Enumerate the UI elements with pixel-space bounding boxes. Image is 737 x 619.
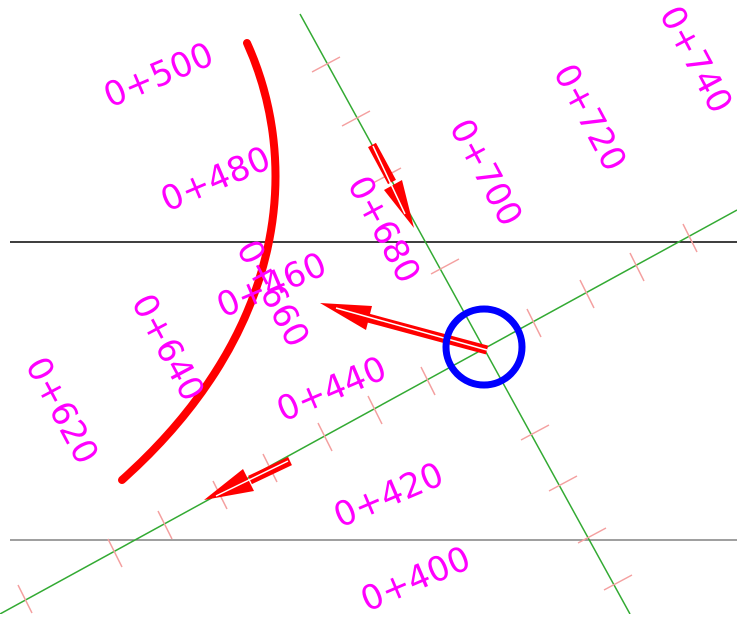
station-label: 0+480 [155, 139, 277, 221]
station-tick [420, 366, 436, 396]
station-tick [341, 110, 371, 127]
station-label: 0+440 [271, 349, 393, 431]
station-tick [579, 279, 595, 309]
station-tick [520, 424, 550, 441]
arrow-left-from-intersection [320, 303, 489, 355]
station-tick [157, 510, 173, 540]
arrow-down-alignment-b [368, 142, 414, 228]
station-label: 0+680 [339, 169, 428, 289]
station-label: 0+700 [441, 112, 530, 232]
alignment-a-ticks [17, 223, 698, 614]
station-tick [17, 584, 33, 614]
station-label: 0+640 [123, 287, 212, 407]
station-tick [603, 574, 633, 591]
alignment-a-centerline [0, 209, 737, 615]
station-label: 0+740 [651, 0, 737, 120]
station-tick [311, 56, 341, 73]
station-tick [317, 422, 333, 452]
arrow-down-alignment-a [204, 456, 292, 500]
station-tick [629, 252, 645, 282]
station-tick [367, 395, 383, 425]
station-label: 0+620 [17, 350, 106, 470]
station-label: 0+500 [98, 35, 220, 117]
intersection-marker [442, 305, 526, 389]
station-tick [526, 308, 542, 338]
direction-arrows [204, 142, 489, 500]
station-tick [682, 223, 698, 253]
station-label: 0+400 [355, 539, 477, 614]
station-label: 0+720 [545, 57, 634, 177]
station-tick [430, 258, 460, 275]
station-tick [577, 527, 607, 544]
red-curve [118, 39, 280, 484]
station-tick [107, 538, 123, 568]
station-label: 0+420 [328, 455, 450, 537]
station-tick [548, 475, 578, 492]
